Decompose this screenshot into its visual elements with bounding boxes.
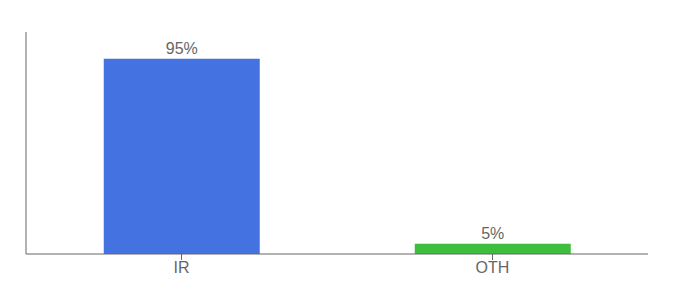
- svg-text:OTH: OTH: [476, 259, 510, 276]
- svg-text:5%: 5%: [481, 225, 504, 242]
- svg-text:IR: IR: [174, 259, 190, 276]
- svg-text:95%: 95%: [166, 40, 198, 57]
